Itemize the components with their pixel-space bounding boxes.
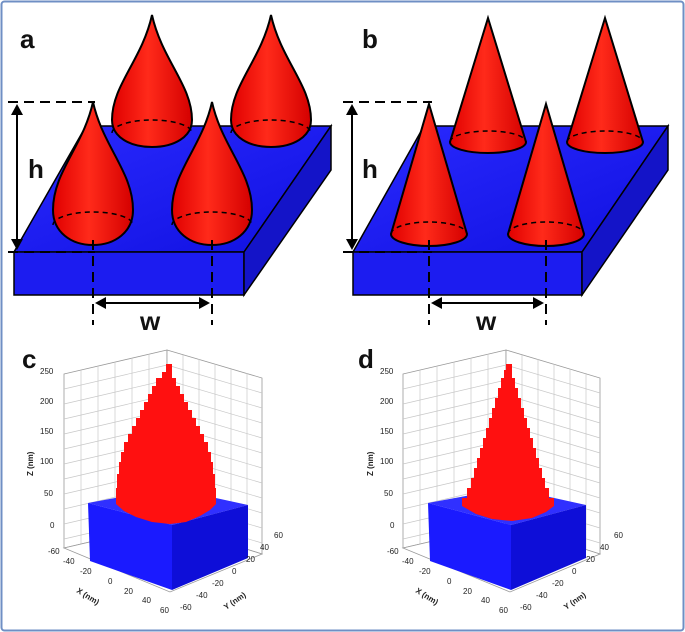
svg-text:40: 40 — [600, 543, 609, 552]
panel-b: b h w — [343, 14, 670, 336]
panel-a: a h w — [8, 14, 333, 336]
cone-back-left — [448, 14, 528, 154]
substrate-front — [352, 251, 583, 296]
substrate-front — [13, 251, 245, 296]
svg-text:60: 60 — [160, 606, 169, 615]
svg-text:100: 100 — [40, 457, 54, 466]
svg-text:-20: -20 — [212, 579, 224, 588]
panel-d-label: d — [358, 344, 374, 374]
plot-substrate-left — [88, 503, 172, 590]
svg-text:100: 100 — [380, 457, 394, 466]
svg-text:-40: -40 — [196, 591, 208, 600]
svg-text:0: 0 — [232, 567, 237, 576]
panel-d-z-ticks: 250 200 150 100 50 0 — [380, 367, 395, 530]
svg-text:40: 40 — [142, 596, 151, 605]
svg-text:0: 0 — [390, 521, 395, 530]
svg-text:0: 0 — [108, 577, 113, 586]
plot-substrate-right — [511, 505, 586, 590]
svg-text:200: 200 — [380, 397, 394, 406]
svg-text:-40: -40 — [63, 557, 75, 566]
svg-text:150: 150 — [380, 427, 394, 436]
svg-text:-60: -60 — [387, 547, 399, 556]
panel-c-x-ticks: -60 -40 -20 0 20 40 60 — [48, 547, 169, 615]
panel-d: d 250 20 — [358, 344, 623, 615]
svg-text:200: 200 — [40, 397, 54, 406]
svg-text:150: 150 — [40, 427, 54, 436]
plot-substrate-right — [172, 505, 248, 590]
svg-text:0: 0 — [50, 521, 55, 530]
svg-text:60: 60 — [499, 606, 508, 615]
svg-text:-20: -20 — [552, 579, 564, 588]
substrate-side — [243, 123, 332, 298]
svg-text:20: 20 — [246, 555, 255, 564]
svg-text:0: 0 — [572, 567, 577, 576]
panel-d-z-label: Z (nm) — [366, 451, 375, 476]
svg-text:-40: -40 — [402, 557, 414, 566]
panel-a-label: a — [20, 24, 35, 54]
svg-text:250: 250 — [380, 367, 394, 376]
plot-cone — [462, 364, 554, 521]
svg-text:40: 40 — [481, 596, 490, 605]
teardrop-back-right — [229, 14, 313, 149]
panel-d-x-label: X (nm) — [414, 586, 440, 607]
plot-teardrop — [116, 364, 216, 524]
substrate-side — [581, 123, 669, 298]
svg-text:-60: -60 — [520, 603, 532, 612]
panel-d-y-ticks: -60 -40 -20 0 20 40 60 — [520, 531, 623, 612]
svg-text:20: 20 — [124, 587, 133, 596]
svg-text:-20: -20 — [80, 567, 92, 576]
panel-b-label: b — [362, 24, 378, 54]
panel-a-width-label: w — [139, 306, 161, 336]
cone-back-right — [565, 14, 645, 154]
panel-c: c — [22, 344, 283, 615]
panel-c-z-ticks: 250 200 150 100 50 0 — [40, 367, 55, 530]
panel-b-height-label: h — [362, 154, 378, 184]
panel-d-y-label: Y (nm) — [562, 590, 588, 611]
panel-c-x-label: X (nm) — [75, 586, 101, 607]
svg-text:60: 60 — [614, 531, 623, 540]
svg-text:20: 20 — [463, 587, 472, 596]
svg-text:-60: -60 — [180, 603, 192, 612]
panel-c-label: c — [22, 344, 36, 374]
svg-text:-40: -40 — [536, 591, 548, 600]
plot-substrate-left — [428, 503, 511, 590]
panel-b-width-label: w — [475, 306, 497, 336]
svg-text:-60: -60 — [48, 547, 60, 556]
teardrop-back-left — [110, 14, 194, 149]
svg-text:250: 250 — [40, 367, 54, 376]
panel-c-y-ticks: -60 -40 -20 0 20 40 60 — [180, 531, 283, 612]
svg-text:-20: -20 — [419, 567, 431, 576]
panel-d-x-ticks: -60 -40 -20 0 20 40 60 — [387, 547, 508, 615]
svg-text:20: 20 — [586, 555, 595, 564]
svg-text:40: 40 — [260, 543, 269, 552]
svg-text:50: 50 — [384, 489, 393, 498]
panel-c-y-label: Y (nm) — [222, 590, 248, 611]
svg-text:0: 0 — [447, 577, 452, 586]
svg-text:50: 50 — [44, 489, 53, 498]
svg-text:60: 60 — [274, 531, 283, 540]
panel-a-height-label: h — [28, 154, 44, 184]
panel-c-z-label: Z (nm) — [26, 451, 35, 476]
